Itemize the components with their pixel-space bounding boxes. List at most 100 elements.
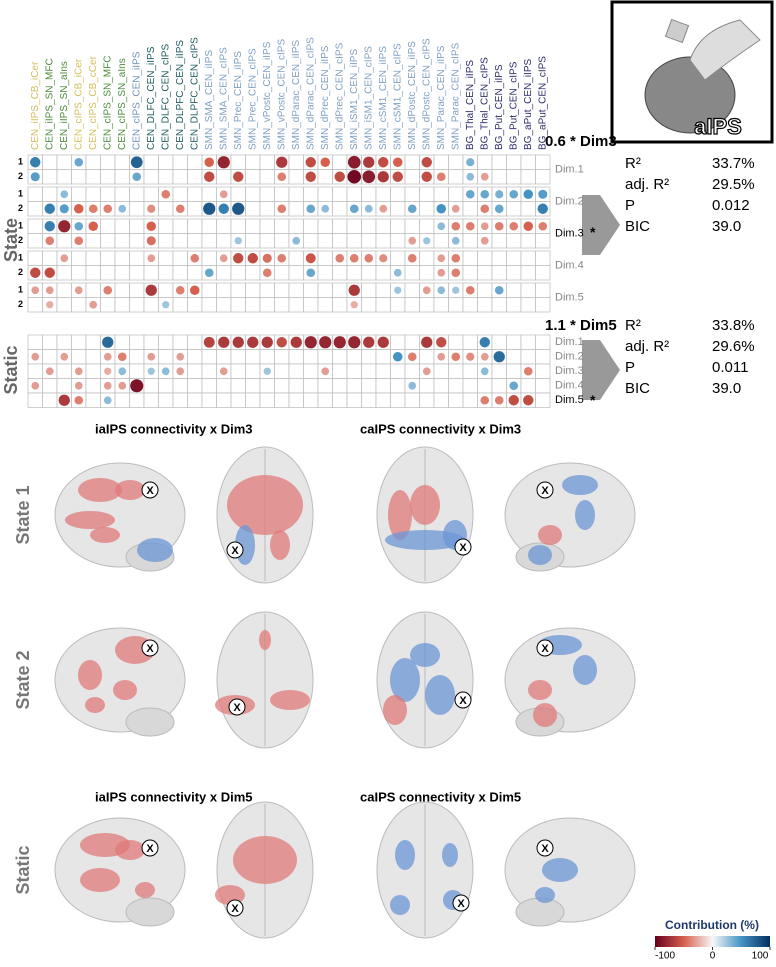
contribution-dot	[480, 204, 490, 214]
cell	[56, 233, 72, 249]
activation	[528, 680, 552, 700]
cell	[477, 250, 493, 266]
cell	[274, 186, 290, 202]
cell	[462, 201, 478, 217]
contribution-dot	[436, 172, 446, 182]
activation	[388, 490, 412, 540]
cell	[317, 282, 333, 298]
cell	[404, 218, 420, 234]
activation	[115, 840, 145, 860]
cell	[85, 154, 101, 170]
contribution-dot	[407, 352, 417, 362]
stat-label: BIC	[625, 380, 650, 397]
contribution-dot	[31, 381, 40, 390]
cell	[317, 233, 333, 249]
contribution-dot	[523, 395, 534, 406]
cell	[129, 186, 145, 202]
cell	[129, 218, 145, 234]
contribution-dot	[377, 171, 389, 183]
cell	[346, 233, 362, 249]
cell	[535, 233, 551, 249]
cell	[317, 218, 333, 234]
cell	[259, 186, 275, 202]
activation	[137, 538, 173, 562]
stat-value: 0.011	[712, 359, 748, 376]
cell	[303, 297, 319, 313]
cell	[100, 250, 116, 266]
cell	[274, 297, 290, 313]
contribution-dot	[480, 395, 490, 405]
contribution-dot	[203, 336, 215, 348]
cell	[520, 250, 536, 266]
cell	[158, 250, 174, 266]
row-label: 2	[18, 267, 23, 277]
contribution-dot	[392, 171, 403, 182]
cell	[245, 349, 261, 365]
dim-label: Dim.2	[555, 195, 584, 207]
cell	[419, 186, 435, 202]
cell	[143, 334, 159, 350]
cell	[520, 154, 536, 170]
cell	[491, 250, 507, 266]
contribution-dot	[292, 236, 301, 245]
cell	[259, 201, 275, 217]
cell	[158, 378, 174, 394]
cell	[71, 297, 87, 313]
target-label: X	[146, 643, 154, 655]
contribution-dot	[437, 352, 446, 361]
cell	[187, 378, 203, 394]
column-label: SMN_SMA_CEN_cIPS	[218, 47, 229, 150]
cell	[274, 378, 290, 394]
cell	[520, 282, 536, 298]
cell	[158, 233, 174, 249]
contribution-dot	[233, 171, 244, 182]
contribution-dot	[190, 285, 200, 295]
activation	[227, 475, 303, 535]
target-label: X	[146, 843, 154, 855]
cell	[433, 297, 449, 313]
cell	[216, 282, 232, 298]
cell	[56, 169, 72, 185]
cell	[448, 334, 464, 350]
cell	[433, 392, 449, 408]
contribution-dot	[494, 285, 504, 295]
cell	[462, 250, 478, 266]
cell	[361, 282, 377, 298]
contribution-dot	[437, 268, 446, 277]
cell	[100, 233, 116, 249]
contribution-dot	[452, 286, 460, 294]
cell	[361, 363, 377, 379]
contribution-dot	[436, 337, 447, 348]
cell	[71, 334, 87, 350]
cell	[201, 297, 217, 313]
contribution-dot	[176, 367, 185, 376]
cell	[143, 378, 159, 394]
cell	[216, 297, 232, 313]
activation	[538, 525, 562, 545]
contribution-dot	[176, 352, 185, 361]
cell	[288, 154, 304, 170]
target-marker	[226, 899, 244, 917]
target-marker	[141, 839, 159, 857]
contribution-dot	[378, 157, 389, 168]
contribution-dot	[523, 189, 533, 199]
stat-label: R²	[625, 317, 641, 334]
cell	[390, 297, 406, 313]
column-label: SMN_dPrec_CEN_iIPS	[320, 45, 331, 150]
cell	[187, 349, 203, 365]
target-label: X	[459, 542, 467, 554]
contribution-dot	[44, 221, 55, 232]
contribution-dot	[74, 236, 84, 246]
contribution-dot	[60, 254, 69, 263]
cell	[42, 334, 58, 350]
cell	[27, 201, 43, 217]
cell	[491, 169, 507, 185]
cell	[506, 201, 522, 217]
cell	[303, 233, 319, 249]
cell	[274, 218, 290, 234]
cell	[404, 154, 420, 170]
contribution-dot	[306, 268, 316, 278]
cell	[346, 218, 362, 234]
contribution-dot	[45, 236, 55, 246]
